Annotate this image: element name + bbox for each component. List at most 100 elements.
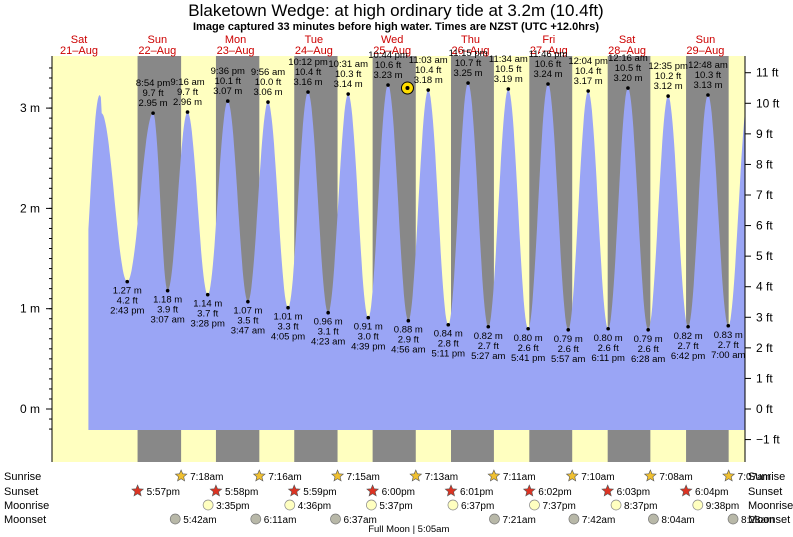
sunset-time: 6:01pm	[460, 487, 493, 498]
sunset-icon	[601, 484, 615, 497]
day-name: Mon	[225, 34, 246, 46]
row-label-left-sunset: Sunset	[4, 486, 38, 498]
high-tide-m: 3.16 m	[294, 77, 323, 88]
high-tide-time: 10:12 pm	[288, 57, 328, 68]
full-moon-note: Full Moon | 5:05am	[368, 524, 449, 535]
right-tick-label: 8 ft	[756, 157, 773, 171]
moonrise-time: 4:36pm	[298, 501, 331, 512]
high-tide-time: 12:48 am	[688, 60, 728, 71]
moonset-time: 7:42am	[582, 515, 615, 526]
high-tide-ft: 10.4 ft	[295, 67, 322, 78]
low-tide-m: 1.18 m	[153, 295, 182, 306]
tide-point	[506, 87, 511, 91]
sunset-icon	[366, 484, 380, 497]
high-tide-time: 12:04 pm	[568, 56, 608, 67]
moonset-time: 8:04am	[661, 515, 694, 526]
low-tide-time: 5:27 am	[471, 351, 505, 362]
high-tide-m: 3.07 m	[213, 86, 242, 97]
sunrise-time: 7:10am	[581, 472, 614, 483]
low-tide-ft: 2.6 ft	[558, 344, 579, 355]
low-tide-ft: 2.6 ft	[518, 343, 539, 354]
low-tide-ft: 2.6 ft	[598, 343, 619, 354]
moonrise-icon	[447, 499, 459, 511]
sunrise-icon	[174, 469, 188, 482]
high-tide-ft: 9.7 ft	[177, 87, 198, 98]
low-tide-m: 0.96 m	[314, 317, 343, 328]
left-tick-label: 3 m	[20, 101, 40, 115]
high-tide-ft: 10.2 ft	[655, 71, 682, 82]
right-tick-label: 5 ft	[756, 249, 773, 263]
moonset-time: 5:42am	[183, 515, 216, 526]
tide-point	[486, 324, 491, 329]
moonset-icon	[489, 513, 500, 525]
tide-point	[706, 93, 710, 97]
moonset-icon	[330, 513, 341, 525]
row-label-left-moonrise: Moonrise	[4, 500, 49, 512]
high-tide-time: 8:54 pm	[136, 78, 170, 89]
low-tide-time: 2:43 pm	[110, 306, 144, 317]
low-tide-ft: 2.6 ft	[638, 344, 659, 355]
low-tide-ft: 2.9 ft	[398, 335, 419, 346]
day-labels: Sat21–AugSun22–AugMon23–AugTue24–AugWed2…	[60, 34, 724, 57]
moonrise-time: 5:37pm	[379, 501, 412, 512]
right-tick-label: 9 ft	[756, 127, 773, 141]
moonrise-icon	[366, 499, 377, 511]
high-tide-m: 3.14 m	[334, 79, 363, 90]
high-tide-m: 3.23 m	[374, 70, 403, 81]
sunset-time: 5:57pm	[147, 487, 180, 498]
low-tide-time: 4:56 am	[391, 345, 425, 356]
sunset-time: 6:02pm	[538, 487, 571, 498]
low-tide-m: 1.14 m	[193, 299, 222, 310]
chart-subtitle: Image captured 33 minutes before high wa…	[193, 21, 599, 33]
tide-point	[426, 88, 431, 92]
high-tide-time: 9:36 pm	[211, 66, 245, 77]
high-tide-ft: 10.4 ft	[415, 65, 442, 76]
high-tide-ft: 10.3 ft	[335, 69, 362, 80]
high-tide-time: 11:46 pm	[529, 49, 568, 60]
low-tide-time: 6:28 am	[631, 354, 665, 365]
high-tide-time: 11:03 am	[409, 55, 448, 66]
moonrise-time: 3:35pm	[216, 501, 249, 512]
tide-labels: 1.27 m4.2 ft2:43 pm8:54 pm9.7 ft2.95 m1.…	[110, 48, 745, 365]
low-tide-m: 0.82 m	[674, 331, 703, 342]
current-tide-center	[405, 86, 410, 91]
low-tide-ft: 3.0 ft	[358, 332, 379, 343]
high-tide-ft: 10.4 ft	[575, 66, 602, 77]
low-tide-m: 0.91 m	[354, 322, 383, 333]
low-tide-ft: 3.9 ft	[157, 305, 178, 316]
row-label-left-moonset: Moonset	[4, 514, 46, 526]
left-tick-label: 0 m	[20, 402, 40, 416]
low-tide-m: 0.79 m	[634, 334, 663, 345]
sunrise-time: 7:16am	[268, 472, 301, 483]
sunrise-time: 7:11am	[503, 472, 536, 483]
tide-point	[546, 82, 550, 86]
tide-point	[686, 324, 690, 329]
high-tide-m: 3.13 m	[693, 80, 722, 91]
low-tide-m: 0.80 m	[594, 333, 623, 344]
day-date: 23–Aug	[217, 45, 255, 57]
tide-point	[326, 310, 330, 315]
day-date: 29–Aug	[686, 45, 724, 57]
sunset-icon	[522, 484, 536, 497]
sunrise-icon	[409, 469, 423, 482]
moonset-time: 6:37am	[344, 515, 377, 526]
high-tide-ft: 10.3 ft	[695, 70, 722, 81]
high-tide-m: 3.06 m	[253, 87, 282, 98]
day-name: Sun	[148, 34, 168, 46]
tide-point	[306, 90, 310, 94]
high-tide-ft: 10.5 ft	[495, 64, 522, 75]
moonset-time: 8:28am	[741, 515, 774, 526]
day-name: Sun	[696, 34, 716, 46]
day-name: Thu	[461, 34, 480, 46]
tide-point	[246, 299, 250, 304]
moonset-icon	[250, 513, 262, 525]
low-tide-time: 5:57 am	[551, 354, 585, 365]
moonrise-time: 6:37pm	[461, 501, 494, 512]
low-tide-m: 1.07 m	[233, 306, 262, 317]
tide-point	[526, 326, 530, 331]
sunrise-icon	[565, 469, 579, 482]
sunset-icon	[287, 484, 301, 497]
tide-point	[125, 279, 130, 284]
high-tide-m: 3.25 m	[454, 68, 483, 79]
